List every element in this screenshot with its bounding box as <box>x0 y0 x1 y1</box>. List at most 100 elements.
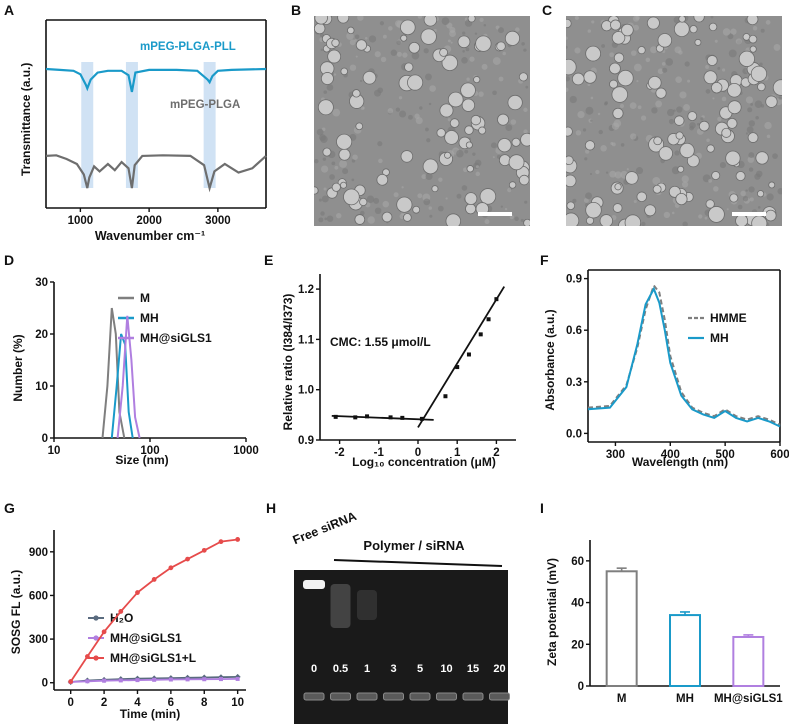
tem-grain <box>318 198 322 202</box>
tem-grain <box>740 190 746 197</box>
tem-grain <box>428 102 432 106</box>
sosg-legend-marker <box>93 615 99 621</box>
tem-grain <box>401 186 404 189</box>
tem-grain <box>475 165 480 169</box>
tem-nanoparticle <box>465 203 477 215</box>
tem-grain <box>597 112 601 116</box>
tem-image-c <box>566 16 782 226</box>
tem-grain <box>635 167 644 175</box>
tem-grain <box>380 56 387 63</box>
cmc-data-point <box>443 394 448 399</box>
ftir-series-line <box>45 67 267 93</box>
tem-grain <box>326 215 334 222</box>
gel-panel: Free siRNA Polymer / siRNA 0 0.5 1 3 5 10 15 20 <box>291 509 510 724</box>
tem-grain <box>671 211 675 215</box>
sosg-data-point <box>151 577 157 582</box>
zeta-y-tick-label: 60 <box>571 556 584 568</box>
tem-grain <box>590 173 593 176</box>
cmc-y-tick-label: 1.2 <box>298 284 314 296</box>
tem-nanoparticle <box>707 206 725 223</box>
tem-nanoparticle <box>747 132 759 143</box>
tem-grain <box>633 63 642 72</box>
zeta-y-axis-label: Zeta potential (mV) <box>545 558 559 666</box>
tem-nanoparticle <box>644 204 657 217</box>
tem-grain <box>331 161 336 166</box>
tem-nanoparticle <box>729 193 739 203</box>
sosg-legend-marker <box>93 635 99 641</box>
tem-grain <box>346 32 354 40</box>
cmc-x-tick-label: -1 <box>374 447 385 459</box>
tem-grain <box>320 165 329 173</box>
tem-nanoparticle <box>646 16 660 30</box>
ftir-x-tick-label: 2000 <box>136 215 162 227</box>
tem-grain <box>668 118 675 125</box>
tem-grain <box>584 157 588 161</box>
tem-grain <box>352 154 358 160</box>
tem-nanoparticle <box>750 65 768 82</box>
tem-grain <box>396 51 402 57</box>
gel-smear <box>357 590 377 620</box>
tem-grain <box>425 172 433 181</box>
zeta-bar <box>732 635 765 688</box>
sosg-data-point <box>235 676 240 681</box>
tem-nanoparticle <box>566 18 572 29</box>
tem-grain <box>721 96 727 102</box>
tem-grain <box>614 171 622 179</box>
tem-nanoparticle <box>496 41 506 51</box>
tem-grain <box>766 193 774 201</box>
gel-smear <box>330 584 351 628</box>
size-y-tick-label: 20 <box>35 329 48 341</box>
tem-nanoparticle <box>352 89 361 98</box>
tem-nanoparticle <box>314 186 319 195</box>
sosg-y-axis-label: SOSG FL (a.u.) <box>9 570 23 654</box>
tem-grain <box>333 73 337 76</box>
cmc-x-axis-label: Log₁₀ concentration (μM) <box>352 455 496 469</box>
gel-lane-label: 10 <box>440 663 452 675</box>
tem-grain <box>332 108 341 117</box>
tem-nanoparticle <box>735 214 749 226</box>
tem-grain <box>425 127 429 132</box>
tem-grain <box>587 83 591 86</box>
tem-nanoparticle <box>408 41 421 54</box>
tem-grain <box>679 91 687 99</box>
tem-grain <box>378 158 383 164</box>
tem-grain <box>339 160 348 168</box>
tem-nanoparticle <box>566 201 576 210</box>
absorbance-y-tick-label: 0.6 <box>566 325 582 337</box>
sosg-data-point <box>85 679 90 684</box>
tem-nanoparticle <box>355 39 368 51</box>
tem-nanoparticle <box>566 155 574 166</box>
cmc-data-point <box>388 415 393 420</box>
tem-nanoparticle <box>566 174 577 188</box>
sosg-y-tick-label: 0 <box>42 678 48 690</box>
tem-nanoparticle <box>473 76 481 84</box>
ftir-legend-mpeg-plga-pll: mPEG-PLGA-PLL <box>140 41 236 53</box>
panel-label-a: A <box>4 2 15 18</box>
tem-nanoparticle <box>772 79 782 96</box>
tem-grain <box>675 76 682 84</box>
tem-grain <box>349 39 356 46</box>
cmc-data-point <box>419 416 424 421</box>
tem-grain <box>323 187 327 191</box>
tem-nanoparticle <box>689 25 698 34</box>
sosg-data-point <box>102 678 107 683</box>
tem-grain <box>635 16 640 21</box>
tem-grain <box>428 206 432 210</box>
tem-grain <box>747 107 753 113</box>
tem-grain <box>750 102 754 106</box>
tem-grain <box>354 34 360 40</box>
sosg-data-point <box>235 537 241 542</box>
gel-title: Polymer / siRNA <box>363 538 465 553</box>
tem-grain <box>726 208 729 211</box>
gel-free-sirna-band <box>303 580 325 589</box>
panel-label-d: D <box>4 252 15 268</box>
tem-nanoparticle <box>585 201 602 219</box>
tem-grain <box>585 149 590 154</box>
size-legend-label: MH@siGLS1 <box>140 331 212 345</box>
sosg-data-point <box>118 678 123 683</box>
tem-grain <box>655 100 663 108</box>
tem-grain <box>402 52 408 58</box>
tem-grain <box>456 193 462 199</box>
tem-grain <box>704 216 708 220</box>
